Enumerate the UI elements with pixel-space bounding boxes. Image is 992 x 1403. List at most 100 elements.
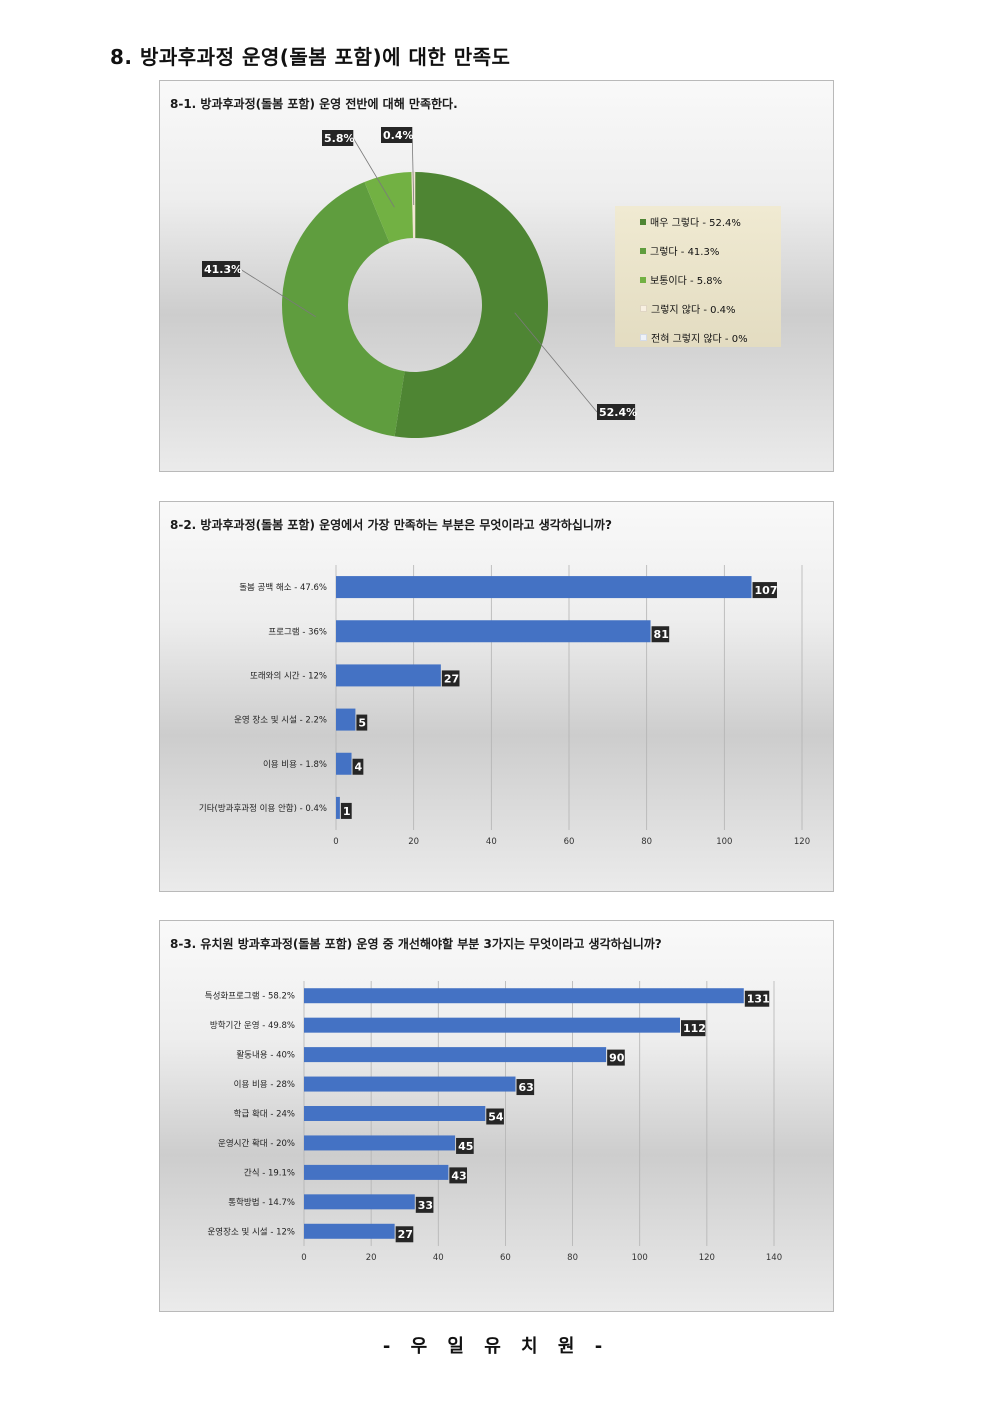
bar-value-label-bg: [441, 670, 460, 687]
donut-slice: [364, 172, 414, 244]
bar: [304, 1135, 456, 1151]
category-label: 기타(방과후과정 이용 안함) - 0.4%: [199, 803, 327, 814]
bar-value-label-text: 27: [444, 672, 459, 685]
bar-value-label: 43: [449, 1167, 467, 1184]
category-label: 또래와의 시간 - 12%: [250, 670, 327, 681]
legend-item: 그렇지 않다 - 0.4%: [640, 301, 736, 316]
bar-value-label-text: 90: [609, 1052, 625, 1065]
legend-label: 그렇다 - 41.3%: [650, 247, 720, 258]
bar-value-label-bg: [744, 990, 770, 1007]
leader-line: [411, 134, 415, 206]
legend-swatch: [640, 219, 646, 225]
leader-line: [239, 268, 316, 318]
chart-panel-improvements: 8-3. 유치원 방과후과정(돌봄 포함) 운영 중 개선해야할 부분 3가지는…: [159, 920, 834, 1312]
x-tick-label: 20: [366, 1253, 377, 1263]
x-tick-label: 140: [766, 1253, 782, 1263]
bar: [304, 1223, 395, 1239]
bar-value-label: 131: [744, 990, 770, 1007]
bar-value-label: 5: [356, 714, 368, 731]
bar: [304, 1194, 415, 1210]
x-tick-label: 60: [564, 837, 575, 847]
legend-item: 그렇다 - 41.3%: [640, 243, 719, 258]
bar-value-label-bg: [340, 802, 352, 819]
bar: [336, 708, 356, 731]
category-label: 활동내용 - 40%: [236, 1050, 295, 1061]
bar-value-label-text: 54: [488, 1110, 504, 1123]
legend-label: 보통이다 - 5.8%: [650, 276, 723, 287]
bar: [336, 620, 651, 643]
x-tick-label: 60: [500, 1253, 511, 1263]
bar-value-label-text: 4: [355, 761, 363, 774]
leader-line: [352, 137, 395, 208]
bar: [304, 1017, 680, 1033]
bar-value-label-text: 45: [458, 1140, 473, 1153]
data-label: 41.3%: [202, 261, 242, 277]
data-label-bg: [597, 404, 636, 420]
x-tick-label: 100: [716, 837, 732, 847]
chart-panel-best-part: 8-2. 방과후과정(돌봄 포함) 운영에서 가장 만족하는 부분은 무엇이라고…: [159, 501, 834, 892]
chart-title: 8-1. 방과후과정(돌봄 포함) 운영 전반에 대해 만족한다.: [170, 97, 458, 111]
data-label-bg: [202, 261, 241, 277]
bar-value-label: 112: [681, 1020, 706, 1037]
bar-value-label-bg: [449, 1167, 467, 1184]
bar-value-label-bg: [415, 1196, 434, 1213]
x-tick-label: 0: [333, 837, 338, 847]
bar-value-label: 1: [340, 802, 352, 819]
category-label: 이용 비용 - 28%: [234, 1079, 295, 1090]
x-tick-label: 40: [486, 837, 497, 847]
legend-swatch: [640, 334, 647, 341]
donut-slice: [394, 172, 548, 438]
bar: [336, 796, 340, 819]
category-label: 운영 장소 및 시설 - 2.2%: [234, 715, 327, 726]
bar-value-label-text: 81: [654, 628, 669, 641]
category-label: 돌봄 공백 해소 - 47.6%: [239, 582, 327, 593]
data-label-text: 5.8%: [324, 132, 355, 145]
x-tick-label: 120: [699, 1253, 715, 1263]
legend-item: 매우 그렇다 - 52.4%: [640, 214, 741, 229]
category-label: 학급 확대 - 24%: [234, 1109, 295, 1120]
legend-swatch: [640, 248, 646, 254]
bar-value-label-text: 63: [519, 1081, 534, 1094]
bar: [304, 1076, 516, 1092]
donut-chart: 52.4% 41.3% 5.8% 0.4%: [202, 127, 637, 438]
bar-value-label-text: 33: [418, 1199, 433, 1212]
bar: [304, 1047, 607, 1063]
bar-value-label: 27: [395, 1226, 414, 1243]
x-tick-label: 80: [567, 1253, 578, 1263]
legend-swatch: [640, 305, 647, 312]
category-label: 운영장소 및 시설 - 12%: [207, 1226, 295, 1237]
bar: [304, 988, 744, 1004]
category-label: 방학기간 운영 - 49.8%: [210, 1020, 295, 1031]
category-label: 프로그램 - 36%: [268, 626, 327, 637]
data-label-text: 0.4%: [383, 129, 414, 142]
legend-label: 전혀 그렇지 않다 - 0%: [651, 334, 748, 345]
leader-line: [514, 312, 598, 413]
footer-text: - 우 일 유 치 원 -: [382, 1336, 610, 1357]
category-label: 특성화프로그램 - 58.2%: [205, 991, 295, 1002]
bar-value-label-text: 112: [683, 1022, 706, 1035]
data-label-text: 52.4%: [599, 406, 637, 419]
bar-value-label-text: 1: [343, 805, 351, 818]
legend-label: 그렇지 않다 - 0.4%: [651, 305, 736, 316]
legend-swatch: [640, 277, 646, 283]
bar-value-label: 4: [352, 758, 364, 775]
bar-value-label-bg: [356, 714, 368, 731]
data-label-text: 41.3%: [204, 263, 242, 276]
data-label: 5.8%: [322, 130, 355, 146]
legend-label: 매우 그렇다 - 52.4%: [650, 218, 741, 229]
chart-legend: 매우 그렇다 - 52.4% 그렇다 - 41.3% 보통이다 - 5.8% 그…: [615, 206, 781, 347]
chart-panel-satisfaction: 8-1. 방과후과정(돌봄 포함) 운영 전반에 대해 만족한다. 52.4% 4…: [159, 80, 834, 472]
legend-item: 보통이다 - 5.8%: [640, 272, 722, 287]
donut-slice: [281, 181, 405, 437]
page-title: 8. 방과후과정 운영(돌봄 포함)에 대한 만족도: [110, 45, 511, 69]
data-label-bg: [381, 127, 413, 143]
bar-value-label-bg: [456, 1137, 474, 1154]
bar-value-label: 27: [441, 670, 460, 687]
x-tick-label: 100: [632, 1253, 648, 1263]
bar-value-label-text: 27: [398, 1228, 413, 1241]
data-label: 52.4%: [597, 404, 637, 420]
bar-chart: 0 20 40 60 80 100 120 돌봄 공백 해소 - 47.6% 107 프로그램 -…: [199, 565, 810, 847]
bar-value-label-bg: [352, 758, 364, 775]
bar: [304, 1164, 449, 1180]
bar-value-label-bg: [752, 582, 777, 599]
